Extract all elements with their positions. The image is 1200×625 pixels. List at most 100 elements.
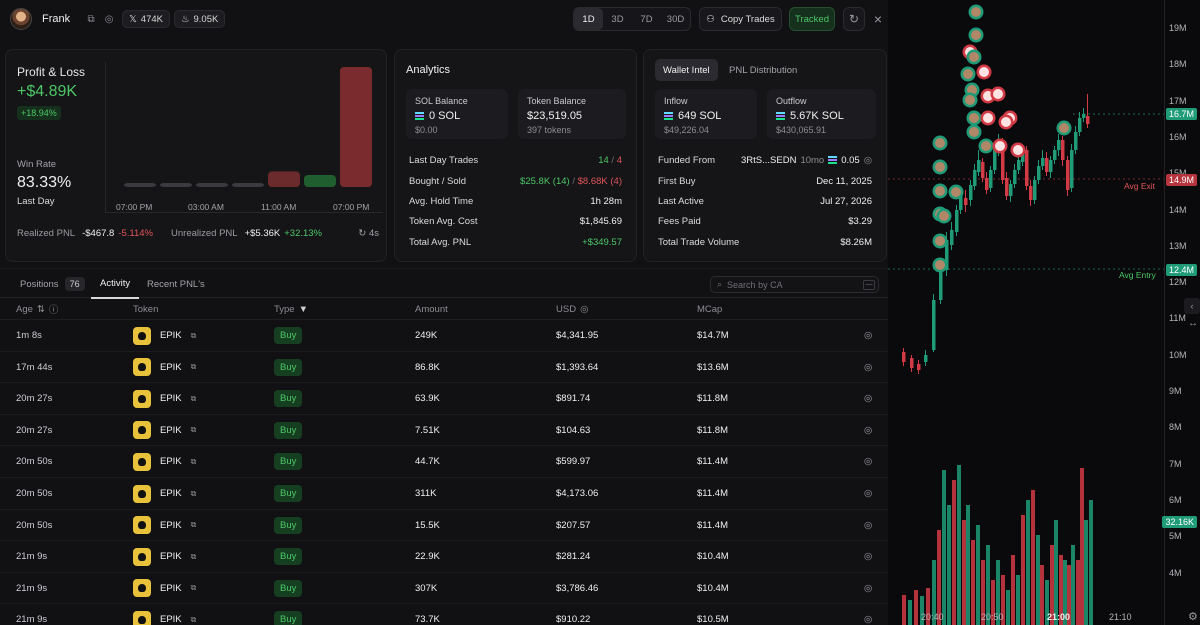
candle-body[interactable]: [939, 270, 943, 300]
explorer-link-icon[interactable]: ◎: [864, 393, 873, 405]
funded-address[interactable]: 3RtS...SEDN: [741, 154, 797, 166]
buy-marker-avatar[interactable]: [932, 135, 948, 151]
candle-body[interactable]: [993, 150, 997, 170]
timeframe-30d[interactable]: 30D: [666, 13, 685, 25]
timeframe-1d[interactable]: 1D: [574, 8, 603, 30]
avatar[interactable]: [10, 8, 32, 30]
col-age[interactable]: Age ⇅ ⓘ: [16, 298, 58, 320]
buy-marker-avatar[interactable]: [966, 49, 982, 65]
x-followers-badge[interactable]: 𝕏 474K: [122, 10, 170, 28]
candle-body[interactable]: [1074, 132, 1078, 150]
resize-icon[interactable]: ↔: [1188, 318, 1198, 329]
pnl-bar[interactable]: [124, 183, 156, 187]
token-symbol[interactable]: EPIK: [160, 424, 182, 436]
copy-icon[interactable]: ⧉: [190, 520, 197, 530]
candle-body[interactable]: [955, 210, 959, 232]
buy-marker-avatar[interactable]: [960, 66, 976, 82]
pnl-bar[interactable]: [304, 175, 336, 187]
token-cell[interactable]: EPIK ⧉: [133, 446, 196, 477]
copy-icon[interactable]: ⧉: [190, 488, 197, 498]
external-link-icon[interactable]: ◎: [863, 154, 872, 166]
candle-body[interactable]: [917, 364, 921, 370]
candle-body[interactable]: [1053, 150, 1057, 160]
candle-body[interactable]: [1061, 140, 1065, 160]
candle-body[interactable]: [1041, 158, 1045, 166]
copy-icon[interactable]: ⧉: [190, 393, 197, 403]
explorer-link-icon[interactable]: ◎: [864, 519, 873, 531]
buy-marker-avatar[interactable]: [932, 257, 948, 273]
token-symbol[interactable]: EPIK: [160, 456, 182, 468]
table-row[interactable]: 17m 44s EPIK ⧉ Buy 86.8K $1,393.64 $13.6M ◎: [0, 352, 888, 384]
explorer-link-icon[interactable]: ◎: [864, 551, 873, 563]
copy-icon[interactable]: ⧉: [190, 551, 197, 561]
candle-body[interactable]: [964, 198, 968, 205]
candle-body[interactable]: [1078, 118, 1082, 132]
candle-body[interactable]: [1082, 114, 1086, 118]
candle-body[interactable]: [902, 352, 906, 362]
candle-body[interactable]: [1001, 142, 1005, 180]
buy-marker-avatar[interactable]: [966, 110, 982, 126]
filter-icon[interactable]: ▼: [298, 303, 309, 315]
tab-wallet-intel[interactable]: Wallet Intel: [655, 59, 718, 81]
buy-marker-avatar[interactable]: [948, 184, 964, 200]
sell-marker[interactable]: [980, 110, 996, 126]
tab-activity[interactable]: Activity: [91, 269, 140, 299]
buy-marker-avatar[interactable]: [978, 138, 994, 154]
followers-badge[interactable]: ♨ 9.05K: [173, 10, 226, 28]
table-row[interactable]: 20m 50s EPIK ⧉ Buy 311K $4,173.06 $11.4M ◎: [0, 478, 888, 510]
token-cell[interactable]: EPIK ⧉: [133, 478, 196, 509]
token-cell[interactable]: EPIK ⧉: [133, 541, 196, 572]
explorer-link-icon[interactable]: ◎: [864, 456, 873, 468]
tab-recent-pnls[interactable]: Recent PNL's: [147, 278, 205, 290]
candle-body[interactable]: [924, 355, 928, 362]
copy-icon[interactable]: ⧉: [190, 456, 197, 466]
candle-body[interactable]: [981, 162, 985, 178]
explorer-link-icon[interactable]: ◎: [864, 330, 873, 341]
candle-body[interactable]: [985, 178, 989, 190]
candle-body[interactable]: [1045, 158, 1049, 172]
buy-marker-avatar[interactable]: [962, 92, 978, 108]
table-row[interactable]: 20m 50s EPIK ⧉ Buy 44.7K $599.97 $11.4M ◎: [0, 446, 888, 478]
explorer-link-icon[interactable]: ◎: [864, 582, 873, 594]
candle-body[interactable]: [1037, 166, 1041, 180]
table-row[interactable]: 20m 50s EPIK ⧉ Buy 15.5K $207.57 $11.4M ◎: [0, 510, 888, 542]
candle-body[interactable]: [1070, 150, 1074, 188]
candle-body[interactable]: [969, 185, 973, 200]
buy-marker-avatar[interactable]: [936, 208, 952, 224]
candle-body[interactable]: [1033, 180, 1037, 200]
buy-marker-avatar[interactable]: [932, 183, 948, 199]
timeframe-3d[interactable]: 3D: [611, 13, 624, 25]
col-type[interactable]: Type ▼: [274, 298, 308, 320]
candle-body[interactable]: [910, 358, 914, 368]
tab-pnl-distribution[interactable]: PNL Distribution: [729, 64, 798, 76]
copy-icon[interactable]: ⧉: [190, 330, 197, 340]
explorer-link-icon[interactable]: ◎: [864, 361, 873, 373]
token-cell[interactable]: EPIK ⧉: [133, 320, 196, 351]
pnl-bar[interactable]: [160, 183, 192, 187]
currency-toggle-icon[interactable]: ◎: [580, 303, 589, 315]
explorer-link-icon[interactable]: ◎: [864, 424, 873, 436]
candle-body[interactable]: [1086, 116, 1090, 124]
copy-trades-button[interactable]: ⚇ Copy Trades: [699, 7, 782, 31]
candle-body[interactable]: [1066, 160, 1070, 190]
token-cell[interactable]: EPIK ⧉: [133, 415, 196, 446]
table-row[interactable]: 21m 9s EPIK ⧉ Buy 22.9K $281.24 $10.4M ◎: [0, 541, 888, 573]
buy-marker-avatar[interactable]: [932, 233, 948, 249]
settings-icon[interactable]: ⚙: [1188, 611, 1198, 623]
copy-icon[interactable]: ⧉: [190, 362, 197, 372]
token-symbol[interactable]: EPIK: [160, 551, 182, 563]
candle-body[interactable]: [977, 160, 981, 172]
copy-icon[interactable]: ⧉: [190, 425, 197, 435]
candle-body[interactable]: [1025, 150, 1029, 186]
copy-icon[interactable]: ⧉: [87, 13, 95, 25]
table-row[interactable]: 1m 8s EPIK ⧉ Buy 249K $4,341.95 $14.7M ◎: [0, 320, 888, 352]
token-symbol[interactable]: EPIK: [160, 330, 182, 341]
token-cell[interactable]: EPIK ⧉: [133, 604, 196, 625]
tab-positions[interactable]: Positions 76: [20, 269, 85, 299]
candle-body[interactable]: [1029, 186, 1033, 200]
refresh-button[interactable]: ↻: [843, 7, 865, 31]
copy-icon[interactable]: ⧉: [190, 614, 197, 624]
candle-body[interactable]: [1013, 170, 1017, 184]
candle-body[interactable]: [989, 170, 993, 188]
search-box[interactable]: ⌕ Search by CA —: [710, 276, 879, 293]
